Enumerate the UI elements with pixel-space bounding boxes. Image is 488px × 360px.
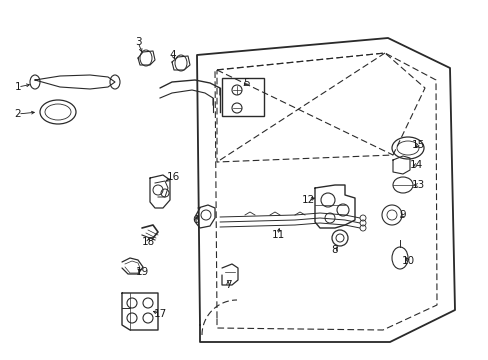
Text: 4: 4 (169, 50, 176, 60)
Text: 15: 15 (410, 140, 424, 150)
Text: 10: 10 (401, 256, 414, 266)
Text: 8: 8 (331, 245, 338, 255)
Text: 17: 17 (153, 309, 166, 319)
Text: 5: 5 (242, 78, 249, 88)
Text: 1: 1 (15, 82, 21, 92)
Text: 7: 7 (224, 280, 231, 290)
Text: 2: 2 (15, 109, 21, 119)
Text: 9: 9 (399, 210, 406, 220)
Text: 3: 3 (134, 37, 141, 47)
Bar (222, 78, 264, 116)
Text: 16: 16 (166, 172, 179, 182)
Text: 19: 19 (135, 267, 148, 277)
Text: 12: 12 (301, 195, 314, 205)
Text: 11: 11 (271, 230, 284, 240)
Text: 6: 6 (192, 215, 199, 225)
Text: 18: 18 (141, 237, 154, 247)
Polygon shape (30, 73, 115, 91)
Text: 14: 14 (408, 160, 422, 170)
Text: 13: 13 (410, 180, 424, 190)
